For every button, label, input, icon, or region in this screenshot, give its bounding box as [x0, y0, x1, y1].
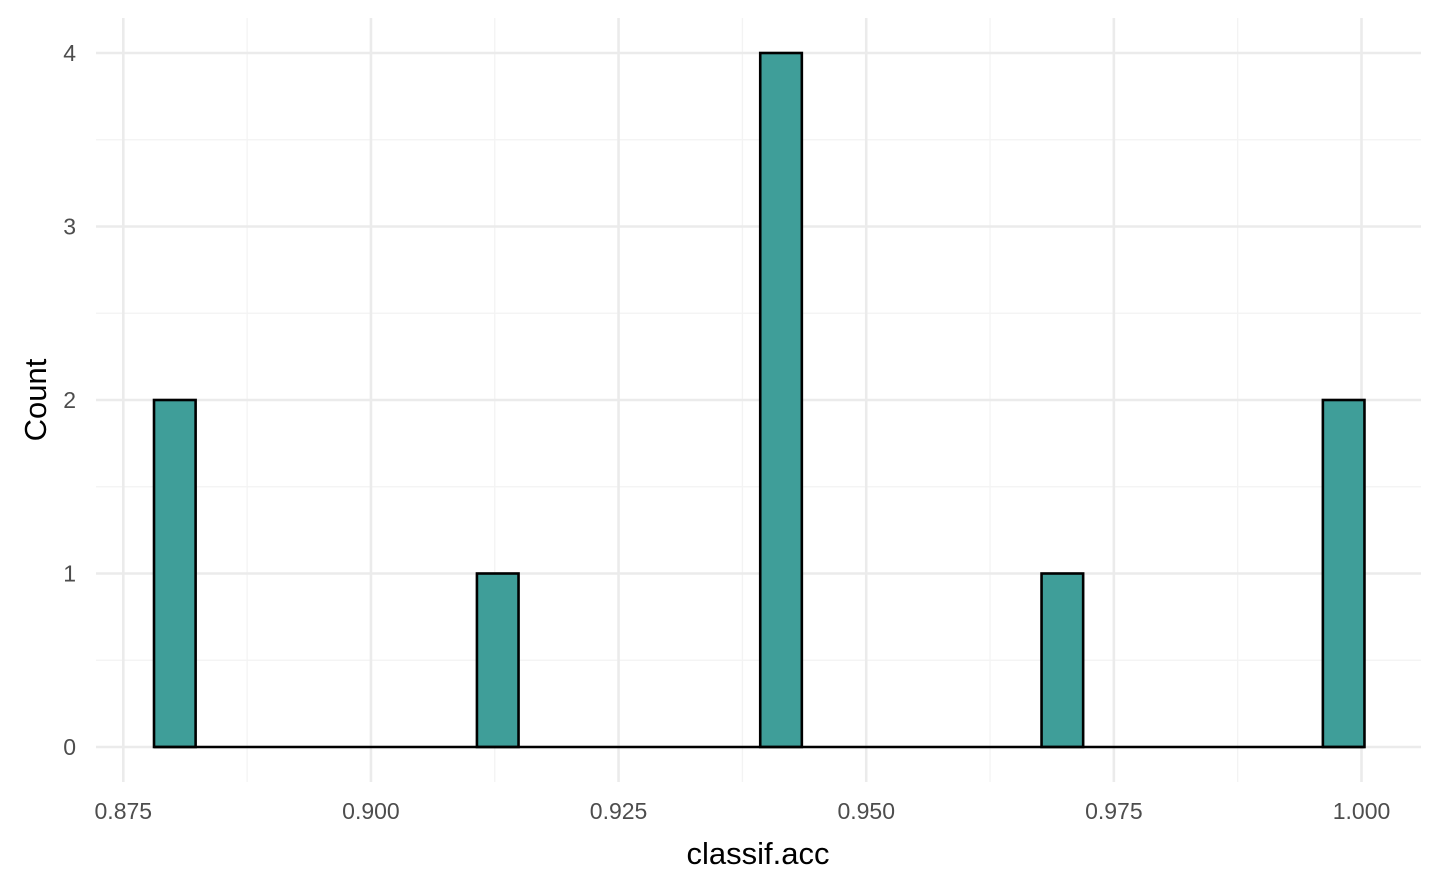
- x-tick-label: 1.000: [1333, 798, 1391, 824]
- histogram-bar: [1040, 572, 1085, 749]
- y-axis-label: Count: [18, 358, 53, 441]
- histogram-bar: [152, 398, 197, 749]
- histogram-bar: [758, 51, 804, 749]
- y-tick-label: 0: [63, 734, 76, 760]
- x-tick-label: 0.975: [1085, 798, 1143, 824]
- histogram-bars: [152, 51, 1366, 749]
- x-tick-label: 0.875: [95, 798, 153, 824]
- y-tick-label: 2: [63, 387, 76, 413]
- x-tick-label: 0.900: [342, 798, 400, 824]
- x-tick-label: 0.950: [837, 798, 895, 824]
- x-axis-ticks: 0.875 0.900 0.925 0.950 0.975 1.000: [95, 798, 1391, 824]
- y-tick-label: 1: [63, 561, 76, 587]
- histogram-bar: [1321, 398, 1366, 749]
- histogram-bar: [475, 572, 520, 749]
- x-axis-label: classif.acc: [687, 836, 830, 871]
- x-tick-label: 0.925: [590, 798, 648, 824]
- y-tick-label: 4: [63, 40, 76, 66]
- y-axis-ticks: 0 1 2 3 4: [63, 40, 76, 760]
- grid-lines: [96, 18, 1421, 782]
- y-tick-label: 3: [63, 214, 76, 240]
